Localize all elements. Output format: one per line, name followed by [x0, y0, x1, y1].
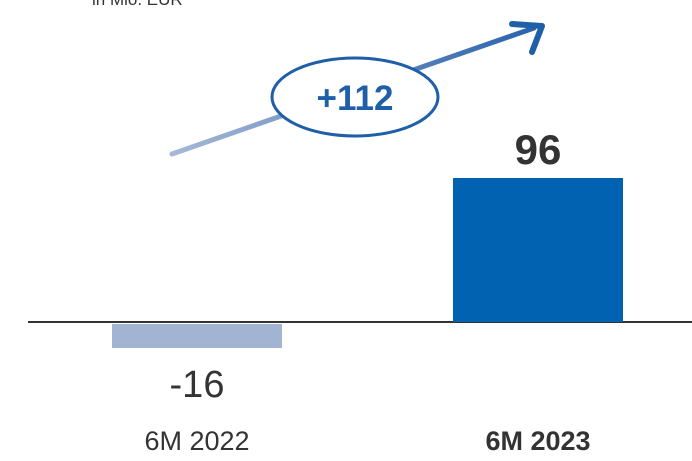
chart-marks: -16 6M 2022 96 6M 2023	[28, 126, 692, 456]
bar-6m-2023	[453, 178, 623, 322]
delta-label: +112	[317, 79, 394, 118]
category-label: 6M 2022	[144, 426, 249, 456]
value-label: 96	[515, 126, 562, 173]
bar-6m-2022	[112, 324, 282, 348]
value-label: -16	[170, 364, 225, 406]
delta-ellipse	[270, 56, 440, 138]
unit-label: in Mio. EUR	[92, 0, 183, 10]
growth-arrow-head	[509, 21, 545, 55]
category-label: 6M 2023	[485, 426, 590, 456]
